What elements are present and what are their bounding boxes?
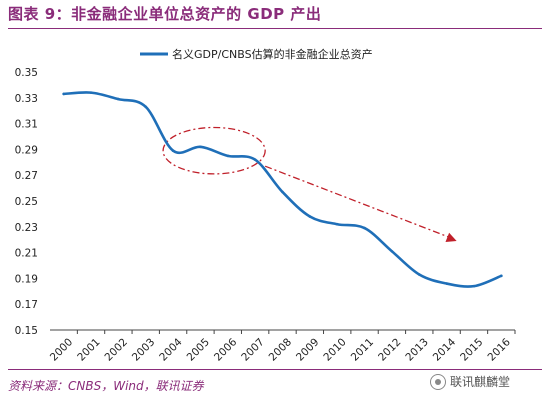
y-tick-label: 0.23 — [15, 222, 38, 234]
x-tick-label: 2005 — [185, 336, 212, 363]
footer-divider — [8, 369, 542, 370]
x-tick-label: 2014 — [431, 336, 459, 364]
data-point — [253, 158, 257, 162]
watermark-text: 联讯麒麟堂 — [450, 375, 511, 389]
x-tick-label: 2011 — [349, 336, 376, 363]
wechat-icon — [430, 373, 446, 390]
x-tick-label: 2012 — [376, 336, 403, 363]
y-tick-label: 0.29 — [15, 144, 38, 156]
y-tick-label: 0.17 — [15, 299, 38, 311]
data-point — [89, 91, 93, 94]
x-tick-label: 2009 — [294, 336, 321, 363]
data-point — [308, 215, 312, 218]
y-tick-label: 0.19 — [15, 273, 38, 285]
y-tick-label: 0.33 — [15, 93, 38, 105]
trend-arrow-line — [264, 165, 449, 238]
x-tick-label: 2001 — [75, 336, 102, 363]
data-point — [417, 273, 421, 276]
x-tick-label: 2016 — [486, 336, 514, 364]
x-axis-ticks: 2000 2001 2002 2003 2004 2005 2006 2007 2008 2009… — [48, 330, 516, 364]
y-tick-label: 0.25 — [15, 196, 38, 208]
title-divider — [8, 28, 542, 29]
data-series — [62, 91, 503, 288]
series-line — [62, 91, 503, 288]
y-tick-label: 0.31 — [15, 119, 38, 131]
x-tick-label: 2003 — [130, 336, 157, 363]
y-tick-label: 0.35 — [15, 67, 38, 79]
data-point — [472, 284, 476, 288]
data-point — [144, 105, 148, 109]
y-axis-ticks: 0.15 0.17 0.19 0.21 0.23 0.25 0.27 0.29 0.31 0.33… — [15, 67, 38, 337]
watermark: 联讯麒麟堂 — [430, 373, 510, 390]
line-chart: 名义GDP/CNBS估算的非金融企业总资产 0.150.170.190.210.… — [15, 47, 516, 364]
data-point — [335, 222, 339, 226]
x-tick-label: 2008 — [267, 336, 294, 363]
x-tick-label: 2006 — [212, 336, 240, 364]
x-tick-label: 2007 — [239, 336, 266, 363]
legend-label: 名义GDP/CNBS估算的非金融企业总资产 — [172, 47, 373, 61]
x-tick-label: 2010 — [321, 336, 348, 363]
data-point — [62, 92, 65, 96]
source-note: 资料来源：CNBS，Wind，联讯证券 — [8, 379, 204, 393]
data-point — [226, 154, 230, 158]
data-point — [445, 282, 448, 285]
highlight-ellipse — [162, 126, 266, 175]
y-tick-label: 0.27 — [15, 170, 38, 182]
y-tick-label: 0.21 — [15, 248, 38, 260]
x-tick-label: 2004 — [157, 336, 185, 364]
data-point — [117, 97, 120, 101]
chart-annotations — [162, 126, 457, 243]
data-point — [281, 190, 284, 194]
x-tick-label: 2002 — [103, 336, 130, 363]
chart-title: 图表 9：非金融企业单位总资产的 GDP 产出 — [8, 5, 322, 23]
data-point — [199, 145, 202, 149]
trend-arrow-head — [445, 232, 457, 243]
data-point — [363, 226, 366, 230]
x-tick-label: 2015 — [458, 336, 485, 363]
x-tick-label: 2013 — [403, 336, 430, 363]
y-tick-label: 0.15 — [15, 325, 38, 337]
data-point — [171, 149, 175, 152]
data-point — [390, 250, 394, 253]
chart-legend: 名义GDP/CNBS估算的非金融企业总资产 — [140, 47, 373, 61]
x-tick-label: 2000 — [48, 336, 75, 363]
data-point — [500, 274, 503, 278]
